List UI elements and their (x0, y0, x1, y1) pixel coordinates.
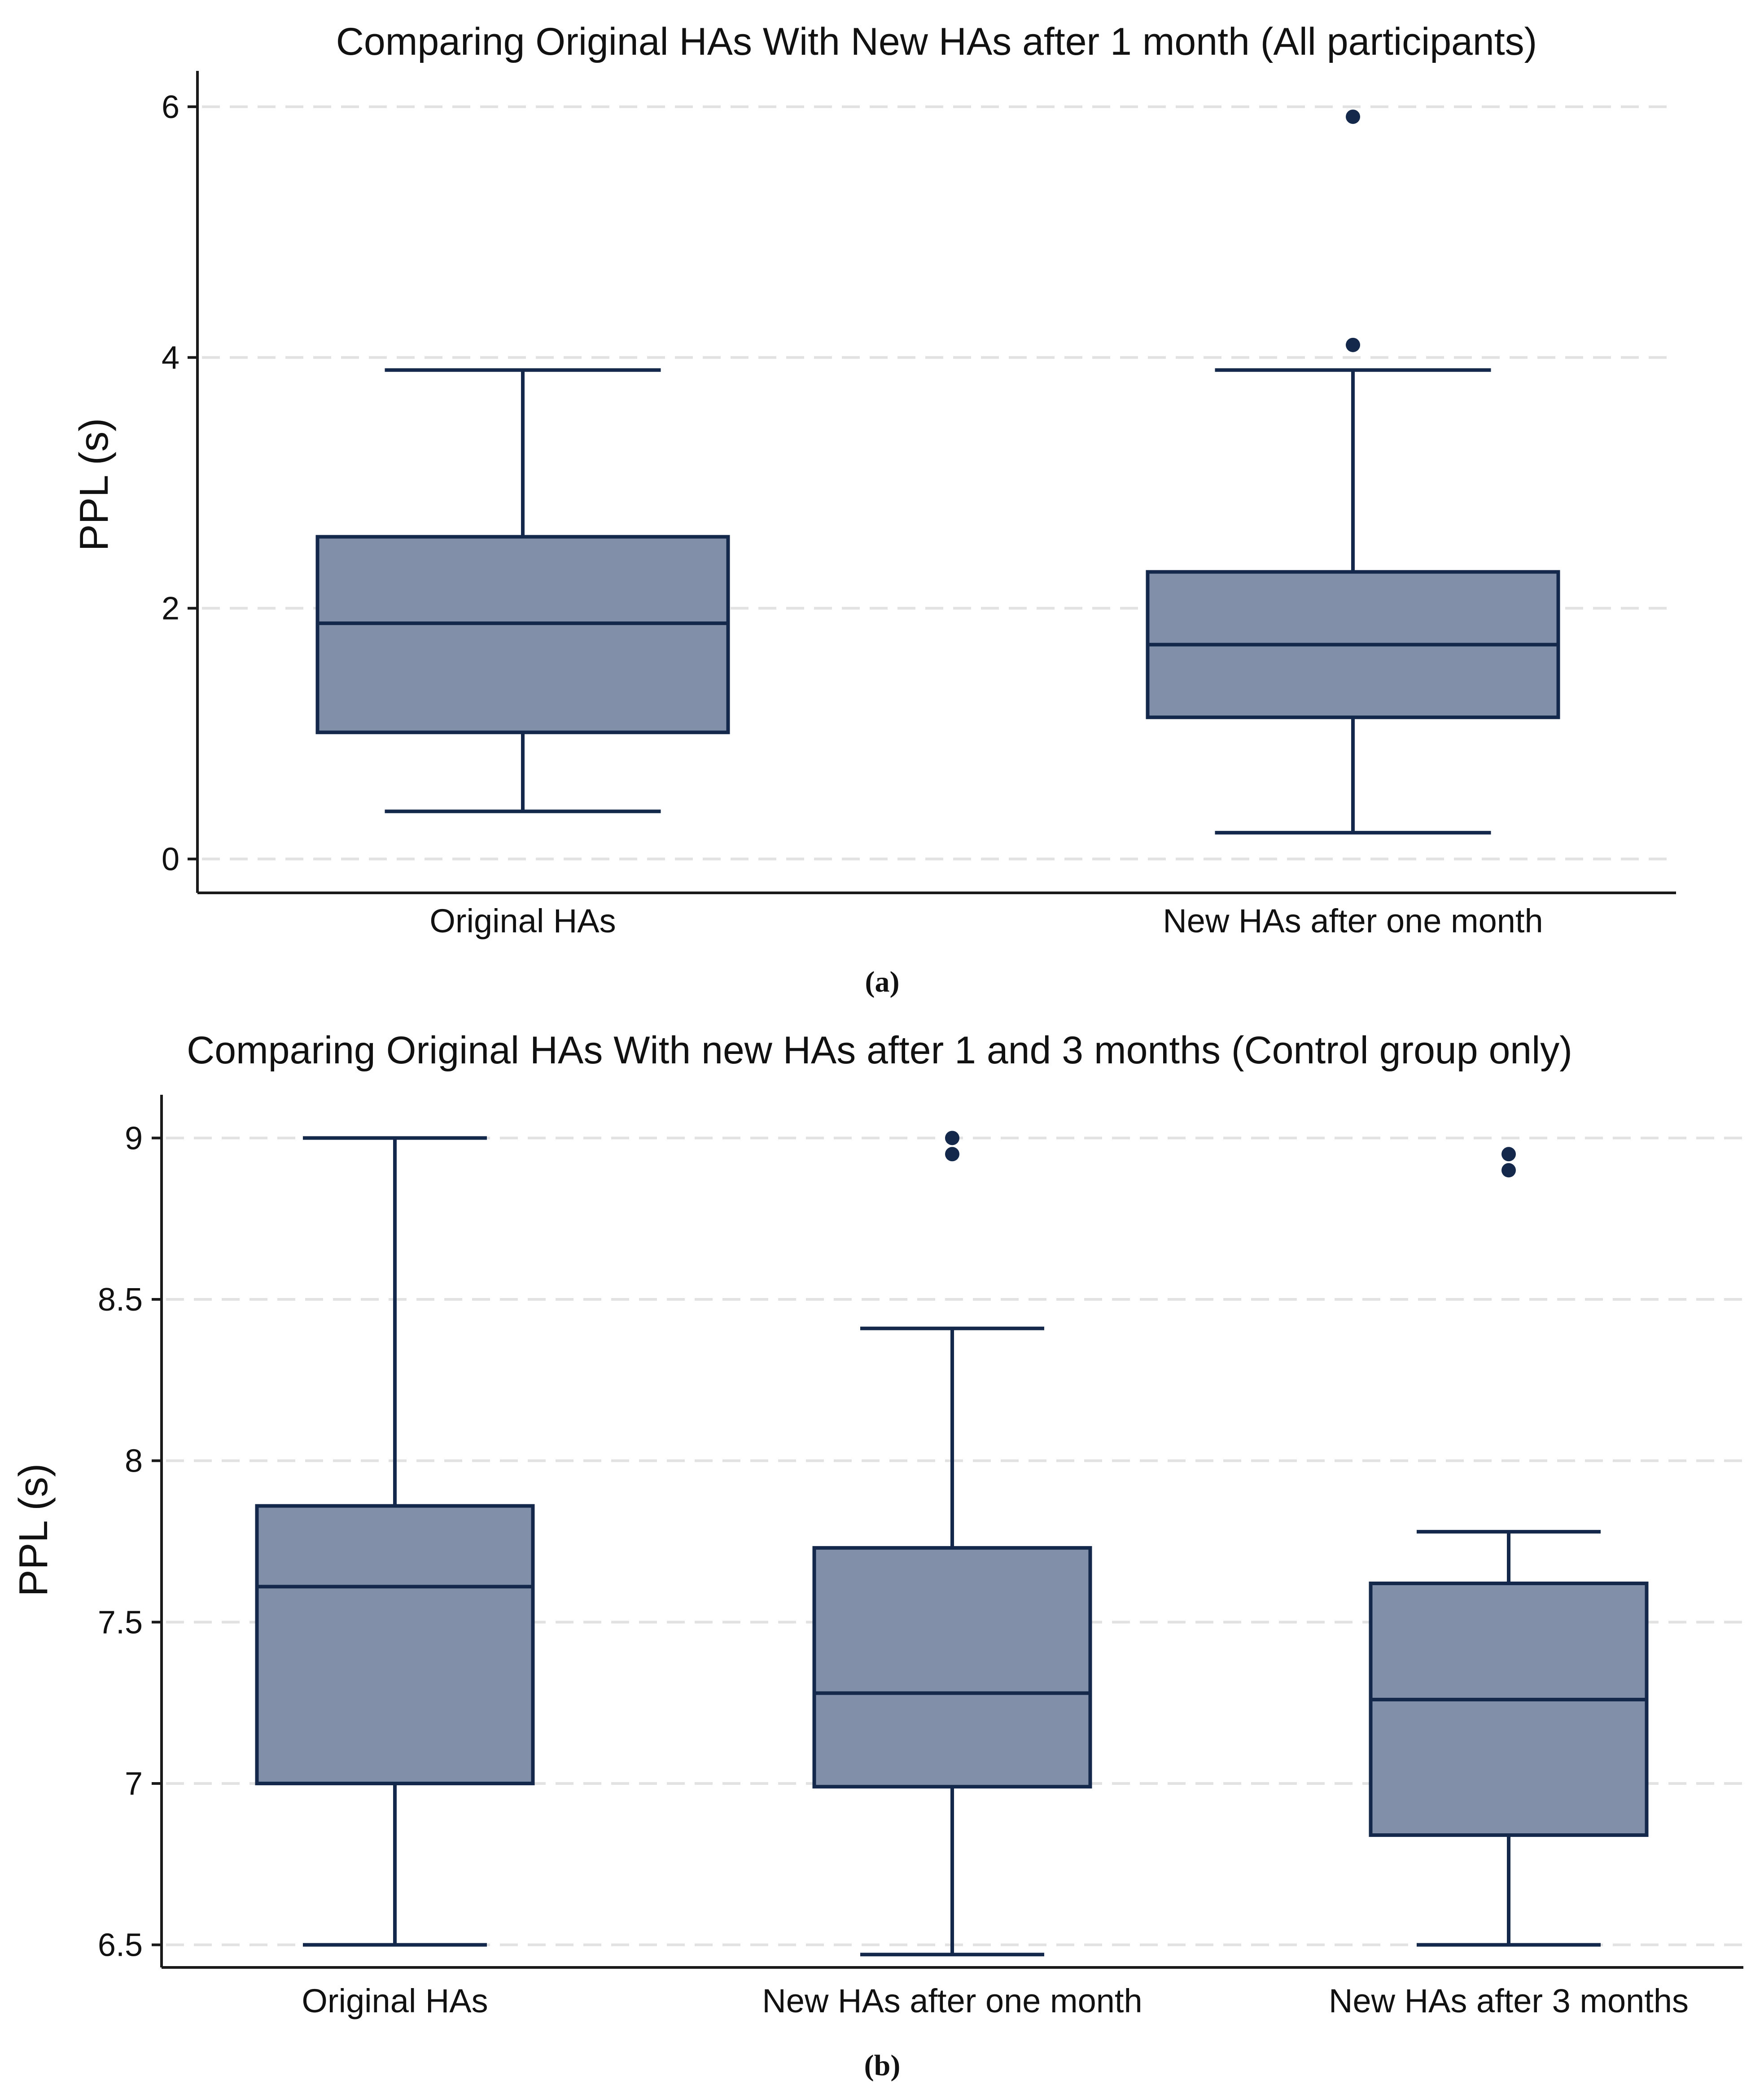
panel-label: (a) (865, 966, 900, 998)
chart-panel-b: 6.5 7 7.5 8 8.5 9 Original HAs New HAs after on… (11, 1029, 1743, 2082)
y-tick-label: 2 (162, 591, 179, 627)
panel-label: (b) (864, 2049, 901, 2082)
box-1 (315, 368, 730, 813)
outlier-point (945, 1131, 959, 1145)
y-tick-label: 8 (125, 1443, 143, 1479)
outlier-point (1346, 337, 1360, 352)
y-tick-label: 4 (162, 340, 179, 376)
y-axis-label: PPL (s) (11, 1464, 56, 1597)
chart-panel-a: 0 2 4 6 Original HAs New HAs after one month C… (72, 20, 1676, 998)
x-category-label: New HAs after 3 months (1329, 1982, 1689, 2019)
x-category-label: New HAs after one month (1163, 902, 1543, 940)
iqr-box (255, 1504, 535, 1785)
y-tick-label: 6 (162, 89, 179, 125)
y-tick-label: 0 (162, 842, 179, 878)
outlier-point (945, 1147, 959, 1162)
iqr-box (315, 535, 730, 734)
x-category-label: Original HAs (302, 1982, 488, 2019)
outlier-point (1501, 1163, 1516, 1178)
outlier-point (1501, 1147, 1516, 1162)
outlier-point (1346, 109, 1360, 124)
x-category-label: New HAs after one month (762, 1982, 1142, 2019)
y-axis-label: PPL (s) (72, 418, 117, 551)
iqr-box (812, 1546, 1092, 1789)
box-3 (1369, 1147, 1649, 1947)
y-tick-label: 9 (125, 1120, 143, 1156)
chart-title: Comparing Original HAs With new HAs afte… (187, 1029, 1572, 1072)
box-2 (812, 1131, 1092, 1957)
chart-title: Comparing Original HAs With New HAs afte… (336, 20, 1537, 63)
box-2 (1146, 109, 1560, 835)
y-tick-label: 7 (125, 1766, 143, 1802)
y-tick-label: 7.5 (98, 1604, 143, 1640)
y-tick-label: 6.5 (98, 1928, 143, 1963)
x-category-label: Original HAs (429, 902, 616, 940)
y-tick-label: 8.5 (98, 1282, 143, 1318)
box-1 (255, 1136, 535, 1947)
iqr-box (1369, 1581, 1649, 1837)
